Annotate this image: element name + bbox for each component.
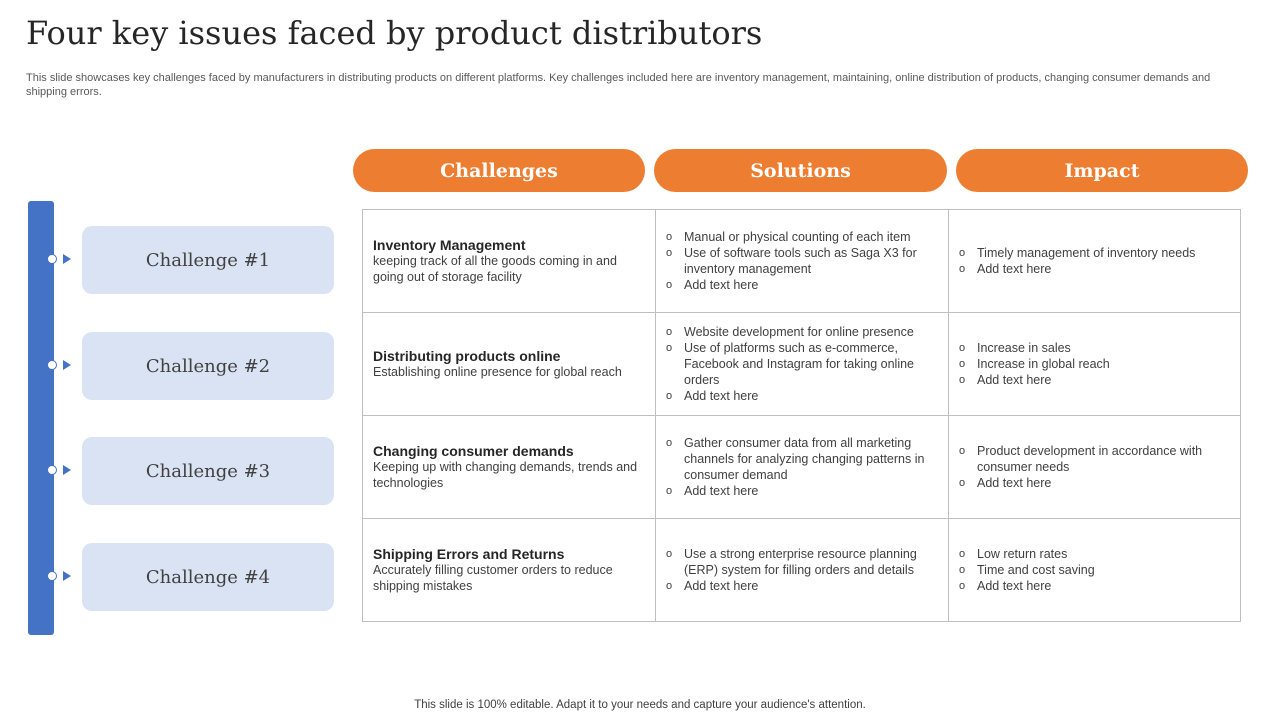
timeline-rail xyxy=(28,201,54,635)
list-item: Add text here xyxy=(666,578,938,594)
timeline-node-1 xyxy=(47,254,57,264)
solution-cell: Manual or physical counting of each item… xyxy=(655,209,949,313)
list-item: Add text here xyxy=(666,483,938,499)
arrow-right-icon xyxy=(63,571,71,581)
impact-cell: Timely management of inventory needsAdd … xyxy=(948,209,1241,313)
solution-list: Website development for online presenceU… xyxy=(666,324,938,404)
header-challenges: Challenges xyxy=(353,149,645,192)
list-item: Time and cost saving xyxy=(959,562,1230,578)
list-item: Use a strong enterprise resource plannin… xyxy=(666,546,938,578)
issues-table: Inventory Management keeping track of all… xyxy=(362,209,1241,622)
arrow-right-icon xyxy=(63,465,71,475)
timeline-node-3 xyxy=(47,465,57,475)
list-item: Timely management of inventory needs xyxy=(959,245,1230,261)
list-item: Gather consumer data from all marketing … xyxy=(666,435,938,483)
impact-cell: Product development in accordance with c… xyxy=(948,415,1241,519)
table-row: Inventory Management keeping track of all… xyxy=(362,209,1241,313)
challenge-title: Inventory Management xyxy=(373,237,526,253)
list-item: Increase in global reach xyxy=(959,356,1230,372)
page-subtitle: This slide showcases key challenges face… xyxy=(26,72,1211,98)
arrow-right-icon xyxy=(63,360,71,370)
challenge-title: Changing consumer demands xyxy=(373,443,574,459)
challenge-cell: Inventory Management keeping track of all… xyxy=(362,209,656,313)
list-item: Use of software tools such as Saga X3 fo… xyxy=(666,245,938,277)
impact-list: Increase in salesIncrease in global reac… xyxy=(959,340,1230,388)
list-item: Website development for online presence xyxy=(666,324,938,340)
solution-cell: Website development for online presenceU… xyxy=(655,312,949,416)
challenge-cell: Changing consumer demands Keeping up with… xyxy=(362,415,656,519)
challenge-chip-4: Challenge #4 xyxy=(82,543,334,611)
challenge-chip-2: Challenge #2 xyxy=(82,332,334,400)
challenge-description: Accurately filling customer orders to re… xyxy=(373,563,613,593)
challenge-description: Keeping up with changing demands, trends… xyxy=(373,460,638,490)
list-item: Increase in sales xyxy=(959,340,1230,356)
solution-list: Gather consumer data from all marketing … xyxy=(666,435,938,499)
header-impact: Impact xyxy=(956,149,1248,192)
challenge-title: Distributing products online xyxy=(373,348,561,364)
arrow-right-icon xyxy=(63,254,71,264)
solution-list: Use a strong enterprise resource plannin… xyxy=(666,546,938,594)
challenge-chip-1: Challenge #1 xyxy=(82,226,334,294)
impact-cell: Increase in salesIncrease in global reac… xyxy=(948,312,1241,416)
impact-cell: Low return ratesTime and cost savingAdd … xyxy=(948,518,1241,622)
challenge-cell: Distributing products online Establishing… xyxy=(362,312,656,416)
challenge-title: Shipping Errors and Returns xyxy=(373,546,565,562)
solution-cell: Gather consumer data from all marketing … xyxy=(655,415,949,519)
list-item: Product development in accordance with c… xyxy=(959,443,1230,475)
impact-list: Low return ratesTime and cost savingAdd … xyxy=(959,546,1230,594)
table-row: Distributing products online Establishing… xyxy=(362,312,1241,416)
page-title: Four key issues faced by product distrib… xyxy=(26,14,763,52)
list-item: Add text here xyxy=(666,277,938,293)
challenge-description: keeping track of all the goods coming in… xyxy=(373,254,617,284)
table-row: Shipping Errors and Returns Accurately fi… xyxy=(362,518,1241,622)
list-item: Add text here xyxy=(959,372,1230,388)
list-item: Manual or physical counting of each item xyxy=(666,229,938,245)
list-item: Add text here xyxy=(959,475,1230,491)
impact-list: Timely management of inventory needsAdd … xyxy=(959,245,1230,277)
solution-cell: Use a strong enterprise resource plannin… xyxy=(655,518,949,622)
list-item: Use of platforms such as e-commerce, Fac… xyxy=(666,340,938,388)
list-item: Add text here xyxy=(666,388,938,404)
list-item: Add text here xyxy=(959,578,1230,594)
challenge-chip-3: Challenge #3 xyxy=(82,437,334,505)
footer-note: This slide is 100% editable. Adapt it to… xyxy=(414,699,866,711)
challenge-cell: Shipping Errors and Returns Accurately fi… xyxy=(362,518,656,622)
header-solutions: Solutions xyxy=(654,149,947,192)
list-item: Low return rates xyxy=(959,546,1230,562)
list-item: Add text here xyxy=(959,261,1230,277)
impact-list: Product development in accordance with c… xyxy=(959,443,1230,491)
challenge-description: Establishing online presence for global … xyxy=(373,365,622,379)
table-row: Changing consumer demands Keeping up with… xyxy=(362,415,1241,519)
timeline-node-4 xyxy=(47,571,57,581)
solution-list: Manual or physical counting of each item… xyxy=(666,229,938,293)
timeline-node-2 xyxy=(47,360,57,370)
